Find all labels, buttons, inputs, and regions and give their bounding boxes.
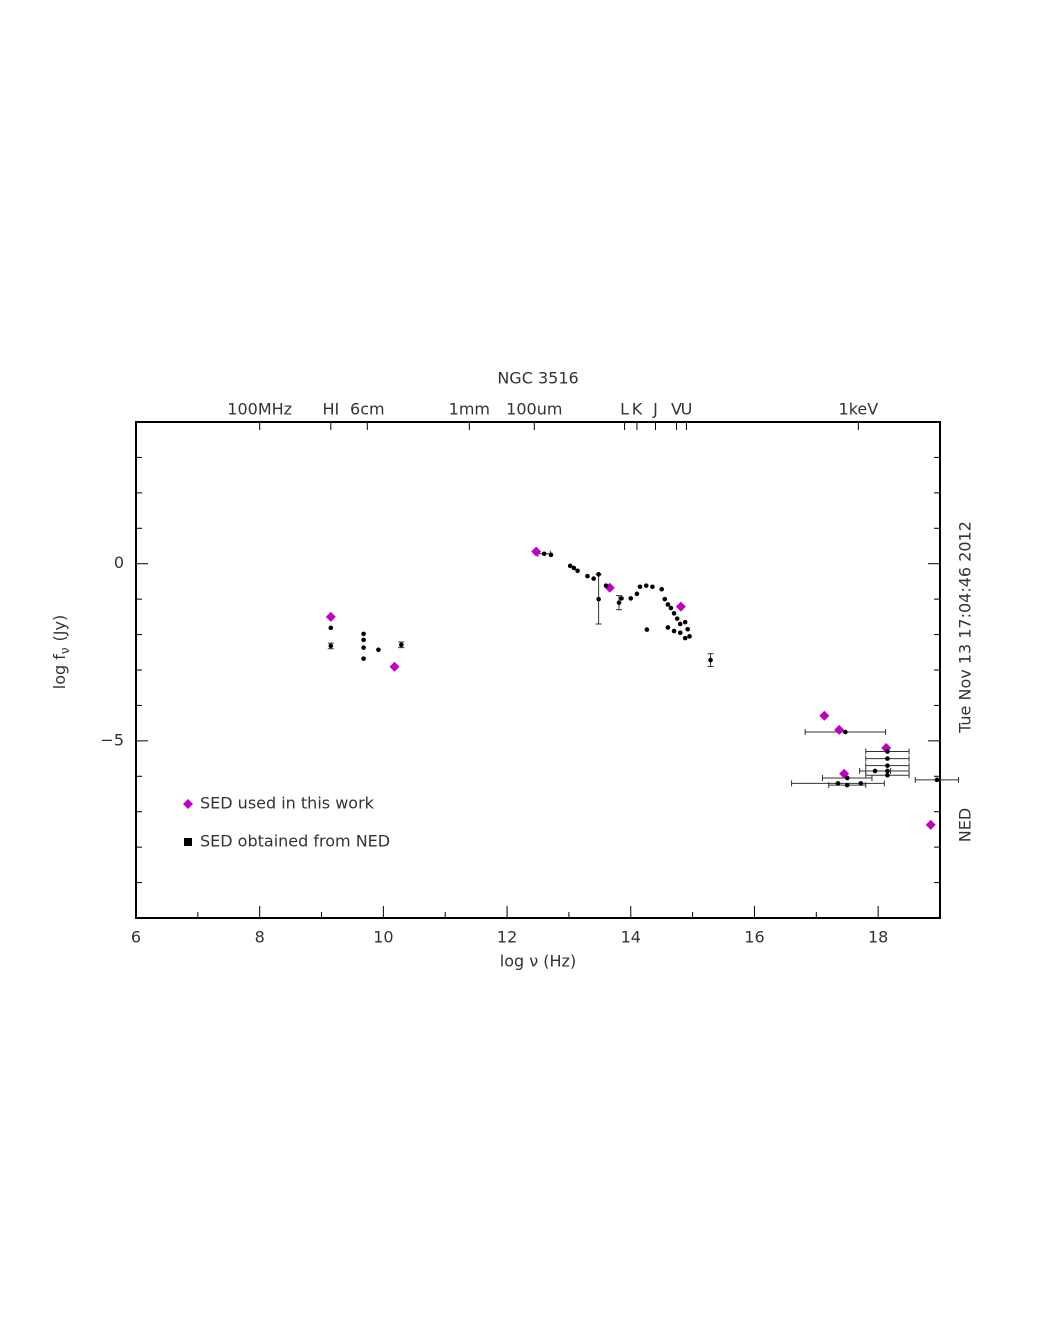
data-point: [844, 775, 850, 781]
data-point: [376, 647, 381, 653]
data-point: [361, 631, 366, 637]
data-point: [665, 602, 671, 607]
data-point: [885, 756, 890, 761]
x-axis-label: log ν (Hz): [500, 952, 576, 971]
top-axis-label: L: [620, 400, 629, 419]
data-point: [834, 724, 845, 735]
source-label: NED: [956, 808, 975, 842]
data-point: [671, 628, 677, 634]
x-tick-label: 6: [131, 928, 141, 947]
top-axis-label: 100um: [506, 400, 562, 419]
data-point: [361, 656, 366, 661]
data-point: [677, 630, 683, 636]
data-point: [872, 768, 878, 774]
data-point: [548, 552, 554, 558]
data-point: [674, 616, 680, 621]
data-point: [619, 596, 624, 601]
data-point: [643, 583, 649, 588]
legend-label: SED used in this work: [200, 794, 375, 813]
y-axis-label: log fν (Jy): [50, 615, 72, 689]
data-point: [361, 645, 366, 650]
x-tick-label: 16: [744, 928, 764, 947]
data-point: [662, 596, 668, 602]
top-axis-label: 1keV: [839, 400, 879, 419]
data-point: [567, 563, 573, 569]
data-point: [616, 600, 622, 605]
x-tick-label: 10: [373, 928, 393, 947]
data-point: [665, 625, 671, 630]
data-point: [685, 626, 690, 632]
data-point: [675, 601, 686, 612]
y-axis-label-sub: ν: [58, 647, 72, 654]
data-point: [328, 643, 334, 649]
x-tick-label: 8: [255, 928, 265, 947]
top-axis-label: J: [652, 400, 658, 419]
data-point: [885, 772, 890, 778]
top-axis-label: V: [671, 400, 682, 419]
data-point: [885, 763, 890, 768]
chart-title: NGC 3516: [497, 369, 578, 388]
top-axis-label: U: [681, 400, 693, 419]
data-point: [843, 729, 848, 735]
data-point: [634, 591, 640, 597]
data-point: [885, 749, 890, 754]
data-point: [596, 572, 601, 577]
top-axis-label: 100MHz: [227, 400, 292, 419]
data-point: [541, 551, 547, 557]
data-point: [925, 819, 936, 830]
data-point: [682, 635, 688, 641]
data-point: [389, 661, 400, 672]
legend-marker: [184, 838, 192, 846]
data-point: [885, 768, 890, 774]
data-point: [835, 781, 841, 786]
data-point: [603, 583, 609, 588]
data-point: [399, 642, 404, 648]
data-point: [328, 625, 334, 631]
data-point: [571, 565, 577, 571]
data-point: [596, 596, 601, 602]
data-point: [628, 596, 634, 601]
data-point: [325, 611, 336, 622]
data-point: [361, 637, 366, 643]
data-point: [844, 782, 850, 788]
data-point: [637, 584, 643, 590]
y-axis-label-unit: (Jy): [50, 615, 69, 642]
y-axis-label-main: log f: [50, 654, 69, 689]
legend-marker: [183, 799, 193, 809]
top-axis-label: 1mm: [449, 400, 490, 419]
y-tick-label: −5: [100, 730, 124, 749]
top-axis-label: K: [632, 400, 643, 419]
data-point: [671, 611, 677, 616]
top-axis-label: HI: [322, 400, 339, 419]
data-point: [659, 586, 664, 592]
data-point: [708, 657, 713, 663]
x-tick-label: 14: [621, 928, 641, 947]
data-point: [531, 546, 542, 557]
data-point: [668, 605, 674, 611]
data-point: [687, 634, 692, 639]
data-point: [591, 576, 596, 581]
data-point: [575, 568, 580, 574]
data-point: [858, 781, 864, 786]
data-point: [682, 619, 688, 625]
data-point: [819, 710, 830, 721]
x-tick-label: 18: [868, 928, 888, 947]
timestamp: Tue Nov 13 17:04:46 2012: [956, 521, 975, 734]
data-point: [644, 627, 650, 632]
y-tick-label: 0: [114, 553, 124, 572]
data-point: [934, 777, 940, 783]
legend-label: SED obtained from NED: [200, 832, 390, 851]
data-point: [585, 573, 590, 579]
x-tick-label: 12: [497, 928, 517, 947]
data-point: [650, 584, 655, 590]
top-axis-label: 6cm: [350, 400, 385, 419]
data-point: [677, 621, 683, 627]
